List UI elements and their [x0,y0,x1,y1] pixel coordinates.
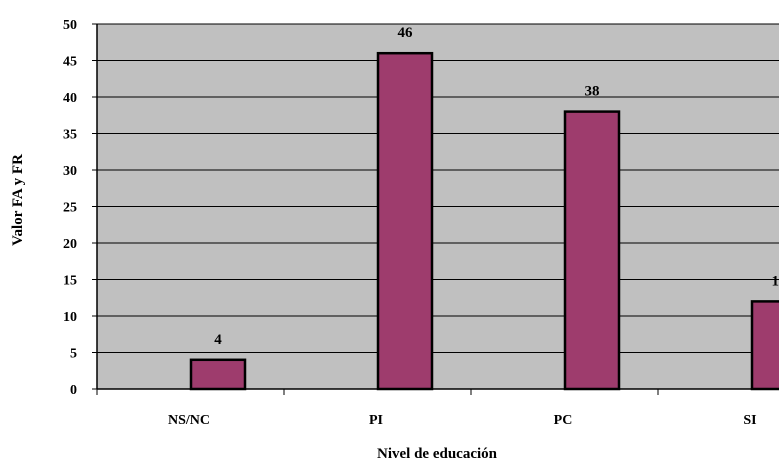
x-axis-title: Nivel de educación [377,446,498,461]
x-category-labels: NS/NC PI PC SI [168,413,757,428]
bar-pc [563,110,621,391]
y-tick-label: 0 [70,383,77,398]
y-tick-label: 35 [63,128,77,143]
data-label: 4 [214,332,222,348]
data-label: 38 [585,84,600,100]
bar-pi [376,51,434,391]
x-tick-label: SI [743,413,756,428]
y-tick-label: 20 [63,237,77,252]
y-tick-label: 50 [63,18,77,33]
x-tick-label: NS/NC [168,413,210,428]
y-tick-label: 15 [63,274,77,289]
data-label: 12 [772,273,779,289]
data-labels: 4 46 38 12 [214,25,779,348]
y-tick-label: 30 [63,164,77,179]
y-tick-label: 45 [63,55,77,70]
y-tick-labels: 0 5 10 15 20 25 30 35 40 45 50 [63,18,77,398]
y-tick-label: 40 [63,91,77,106]
bar-si [750,300,779,391]
y-tick-label: 25 [63,201,77,216]
x-tick-label: PC [554,413,573,428]
gridlines [92,23,779,390]
bars [189,51,779,391]
y-tick-label: 5 [70,347,77,362]
bar-ns-nc [189,358,247,391]
x-tick-label: PI [369,413,383,428]
y-tick-label: 10 [63,310,77,325]
data-label: 46 [398,25,414,41]
x-ticks [96,389,659,395]
y-axis-title: Valor FA y FR [10,154,26,246]
